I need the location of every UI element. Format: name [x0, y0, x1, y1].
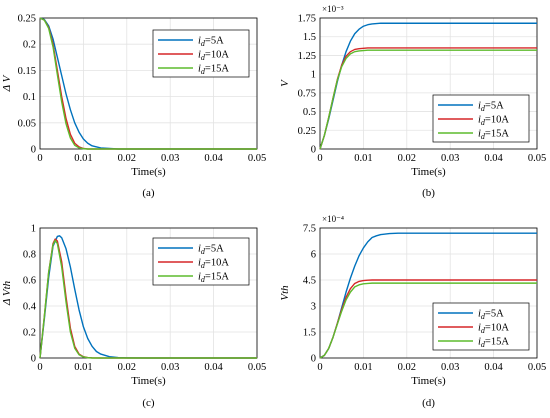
y-tick-label: 3: [311, 302, 316, 313]
y-axis-label: Vth: [279, 285, 291, 301]
y-tick-label: 0: [31, 354, 36, 365]
legend-label: id=15A: [478, 337, 509, 350]
y-tick-label: 1: [31, 224, 36, 235]
legend-label: id=15A: [478, 129, 509, 142]
chart-panel-1: 0 0.01 0.02 0.03 0.04 0.05 0 0.05 0.1 0.15 0.2 0.25…: [1, 14, 266, 200]
x-tick-label: 0.04: [484, 362, 503, 373]
x-tick-label: 0: [317, 153, 322, 164]
x-tick-label: 0.04: [204, 153, 223, 164]
series-line-3: [319, 282, 537, 359]
legend-label: id=10A: [478, 115, 509, 128]
series-line-3: [39, 17, 257, 150]
legend-label: id=10A: [478, 323, 509, 336]
x-tick-label: 0: [317, 362, 322, 373]
x-tick-label: 0.05: [248, 153, 266, 164]
y-axis-multiplier: ×10⁻³: [322, 4, 344, 14]
panel-label: (d): [422, 397, 435, 409]
x-tick-label: 0.02: [118, 362, 136, 373]
y-tick-label: 0.15: [18, 66, 36, 77]
x-tick-label: 0.05: [528, 153, 546, 164]
x-tick-label: 0.03: [441, 153, 459, 164]
legend-label: id=15A: [198, 64, 229, 77]
y-tick-label: 0.5: [303, 107, 316, 118]
y-tick-label: 0.05: [18, 118, 36, 129]
legend-label: id=5A: [198, 36, 224, 49]
legend-label: id=10A: [198, 258, 229, 271]
y-tick-label: 0.2: [23, 40, 36, 51]
legend-label: id=5A: [478, 309, 504, 322]
x-tick-label: 0.03: [161, 362, 179, 373]
y-tick-label: 1.5: [303, 328, 316, 339]
x-tick-label: 0.01: [354, 153, 372, 164]
x-tick-label: 0.02: [118, 153, 136, 164]
y-axis-multiplier: ×10⁻⁴: [322, 214, 344, 224]
series-line-3: [319, 49, 537, 150]
y-tick-label: 7.5: [303, 224, 316, 235]
y-tick-label: 0.2: [23, 328, 36, 339]
chart-panel-4: 0 0.01 0.02 0.03 0.04 0.05 0 1.5 3 4.5 6 7.5 ×10⁻⁴ Ti…: [279, 214, 546, 409]
x-axis-label: Time(s): [411, 375, 446, 387]
y-axis-label: V: [279, 79, 291, 87]
y-tick-label: 0: [31, 145, 36, 156]
y-tick-label: 6: [311, 250, 316, 261]
y-tick-label: 0.1: [23, 92, 36, 103]
plot-frame: [319, 227, 538, 359]
legend-label: id=5A: [478, 101, 504, 114]
y-tick-label: 0.25: [298, 126, 316, 137]
x-tick-label: 0.04: [484, 153, 503, 164]
chart-panel-3: 0 0.01 0.02 0.03 0.04 0.05 0 0.2 0.4 0.6 0.8 1 Time(…: [1, 224, 266, 410]
x-tick-label: 0.02: [398, 362, 416, 373]
x-tick-label: 0: [37, 362, 42, 373]
y-tick-label: 0: [311, 145, 316, 156]
y-tick-label: 1: [311, 70, 316, 81]
legend-label: id=5A: [198, 244, 224, 257]
x-tick-label: 0.05: [248, 362, 266, 373]
x-tick-label: 0.03: [441, 362, 459, 373]
x-axis-label: Time(s): [131, 166, 166, 178]
y-tick-label: 4.5: [303, 276, 316, 287]
y-axis-label: Δ V: [1, 74, 13, 92]
x-axis-label: Time(s): [131, 375, 166, 387]
y-tick-label: 1.75: [298, 14, 316, 25]
x-tick-label: 0.04: [204, 362, 223, 373]
series-line-3: [39, 239, 257, 359]
panel-label: (a): [142, 187, 155, 199]
legend-label: id=10A: [198, 50, 229, 63]
x-tick-label: 0.01: [354, 362, 372, 373]
y-tick-label: 0.75: [298, 88, 316, 99]
plot-frame: [319, 17, 538, 150]
y-tick-label: 1.5: [303, 32, 316, 43]
y-tick-label: 0.6: [23, 276, 36, 287]
x-tick-label: 0: [37, 153, 42, 164]
x-tick-label: 0.02: [398, 153, 416, 164]
x-tick-label: 0.01: [74, 153, 92, 164]
panel-label: (b): [422, 187, 435, 199]
x-axis-label: Time(s): [411, 166, 446, 178]
legend-label: id=15A: [198, 272, 229, 285]
x-tick-label: 0.01: [74, 362, 92, 373]
y-tick-label: 0.4: [23, 302, 37, 313]
y-tick-label: 0.8: [23, 250, 36, 261]
chart-panel-2: 0 0.01 0.02 0.03 0.04 0.05 0 0.25 0.5 0.75 1 1.25 1.…: [279, 4, 546, 199]
panel-label: (c): [142, 397, 155, 409]
x-tick-label: 0.03: [161, 153, 179, 164]
y-tick-label: 0.25: [18, 14, 36, 25]
y-tick-label: 0: [311, 354, 316, 365]
y-tick-label: 1.25: [298, 51, 316, 62]
y-axis-label: Δ Vth: [1, 280, 13, 306]
x-tick-label: 0.05: [528, 362, 546, 373]
